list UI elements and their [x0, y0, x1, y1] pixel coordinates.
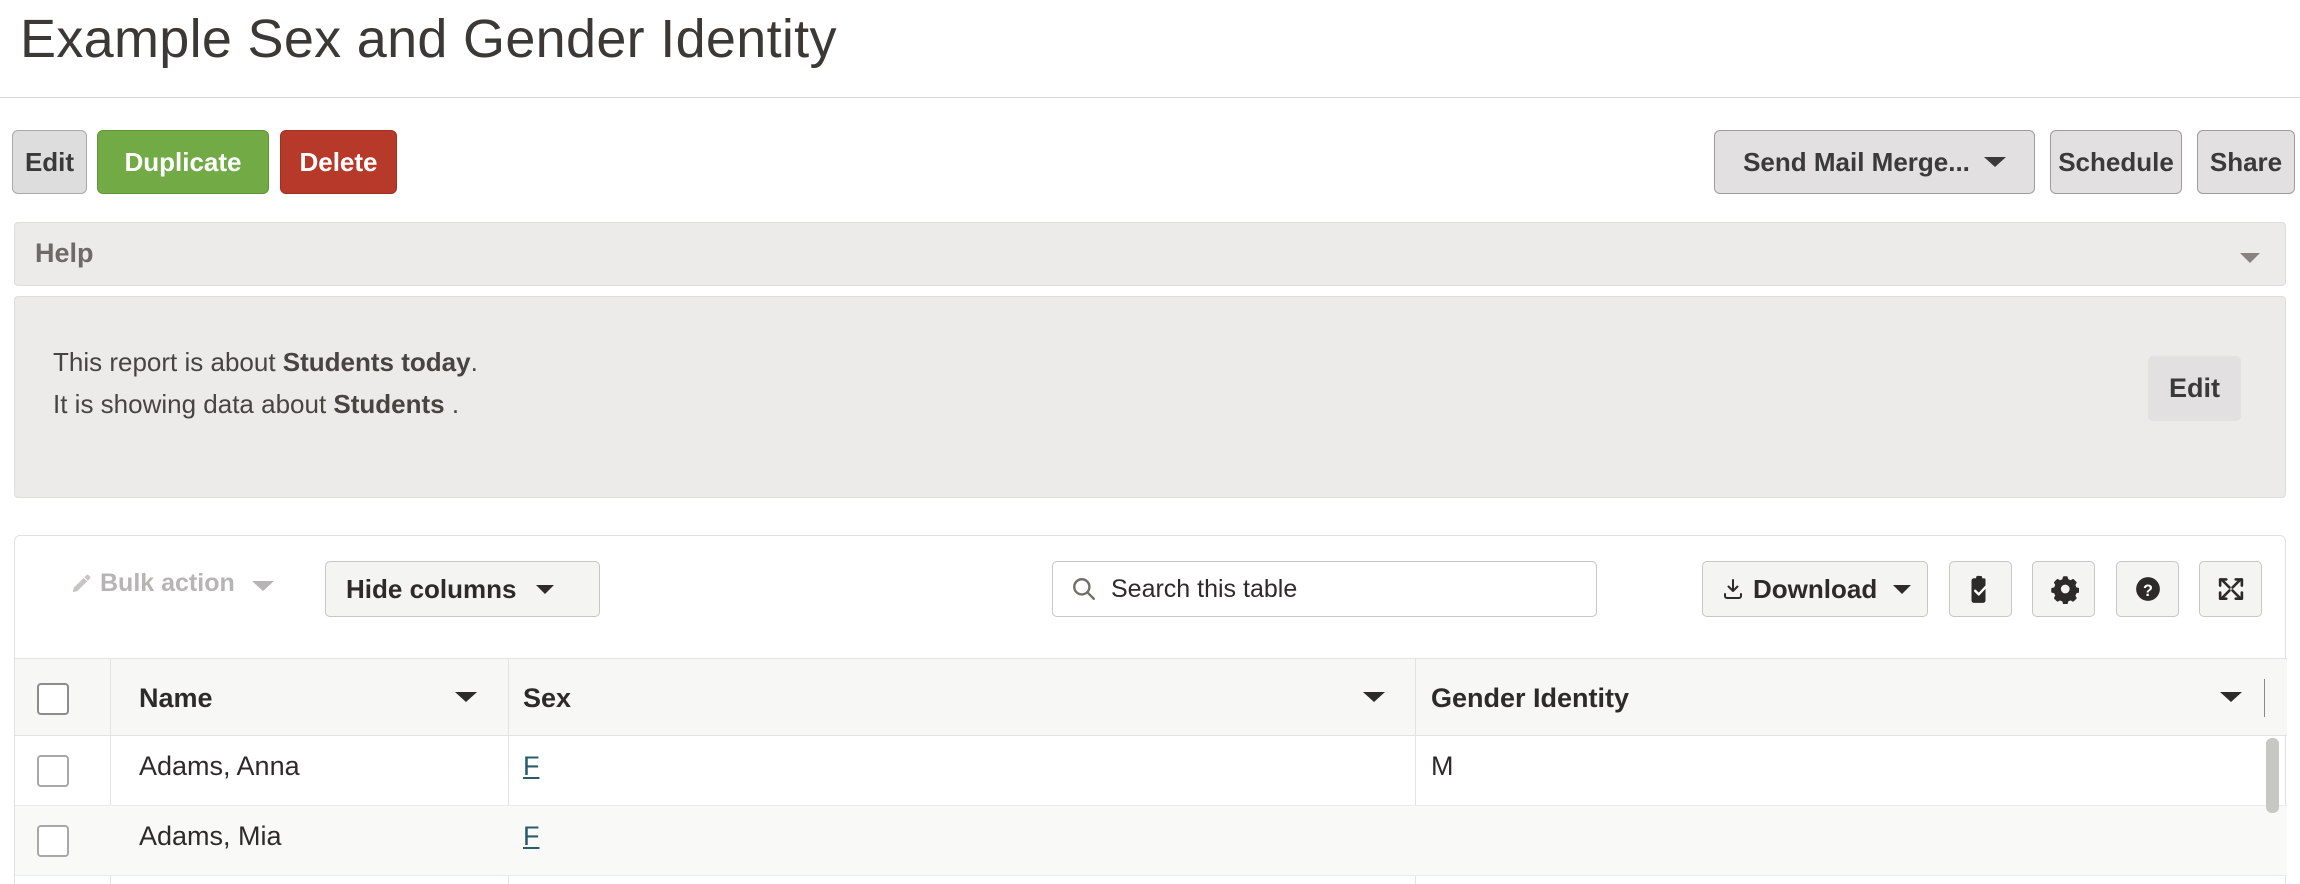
- svg-text:?: ?: [2143, 582, 2153, 600]
